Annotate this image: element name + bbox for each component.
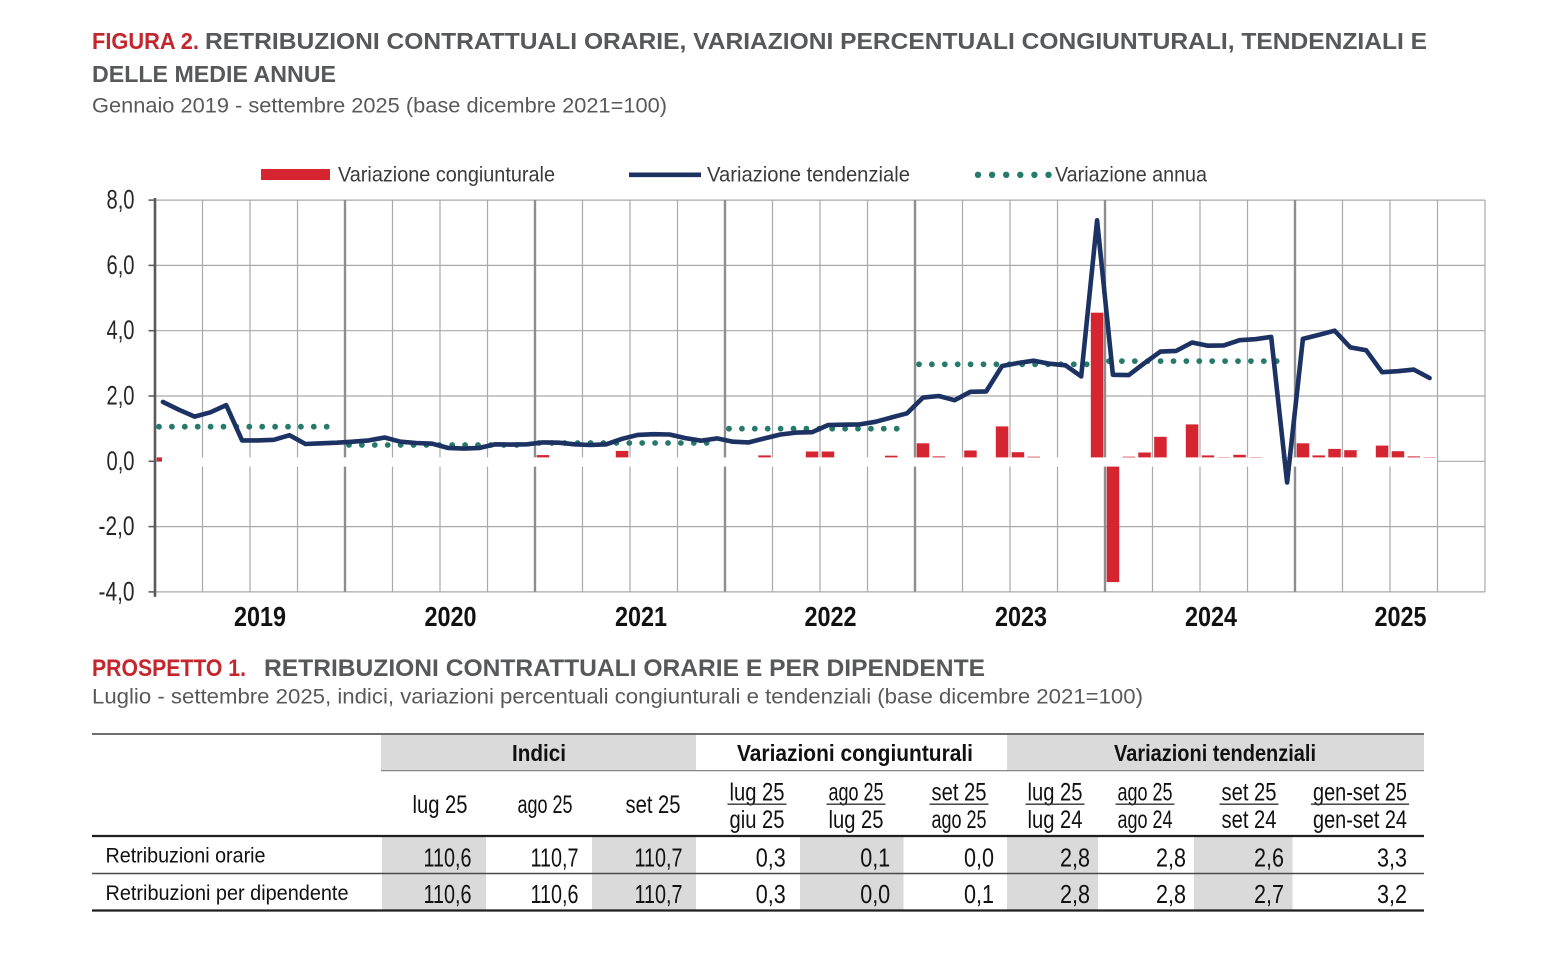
svg-text:2,0: 2,0 [107, 381, 135, 411]
svg-text:giu 25: giu 25 [730, 806, 785, 834]
svg-text:PROSPETTO 1.: PROSPETTO 1. [92, 655, 246, 682]
svg-text:2024: 2024 [1185, 601, 1237, 632]
svg-text:Retribuzioni per dipendente: Retribuzioni per dipendente [106, 882, 349, 905]
svg-text:lug 24: lug 24 [1028, 806, 1083, 834]
svg-text:DELLE MEDIE ANNUE: DELLE MEDIE ANNUE [92, 61, 336, 87]
svg-text:lug 25: lug 25 [413, 791, 468, 819]
svg-text:2,7: 2,7 [1254, 881, 1284, 909]
svg-text:lug 25: lug 25 [730, 779, 785, 807]
svg-text:2,8: 2,8 [1156, 881, 1186, 909]
svg-text:110,7: 110,7 [635, 845, 683, 873]
svg-text:4,0: 4,0 [107, 315, 135, 345]
svg-text:2022: 2022 [805, 601, 857, 632]
svg-text:Gennaio 2019 - settembre 2025: Gennaio 2019 - settembre 2025 (base dice… [92, 94, 667, 118]
svg-text:RETRIBUZIONI CONTRATTUALI ORAR: RETRIBUZIONI CONTRATTUALI ORARIE, VARIAZ… [205, 28, 1427, 54]
svg-text:2025: 2025 [1375, 601, 1427, 632]
svg-text:110,7: 110,7 [635, 881, 683, 909]
svg-text:ago 24: ago 24 [1118, 806, 1173, 834]
svg-text:Variazione congiunturale: Variazione congiunturale [338, 163, 555, 187]
svg-text:2021: 2021 [615, 601, 667, 632]
svg-text:lug 25: lug 25 [1028, 779, 1083, 807]
svg-text:lug 25: lug 25 [829, 806, 884, 834]
svg-text:set 25: set 25 [1222, 779, 1277, 807]
svg-text:2,8: 2,8 [1156, 845, 1186, 873]
svg-text:110,6: 110,6 [424, 881, 472, 909]
svg-text:110,6: 110,6 [531, 881, 579, 909]
svg-text:ago 25: ago 25 [932, 806, 987, 834]
svg-text:110,6: 110,6 [424, 845, 472, 873]
svg-text:0,0: 0,0 [107, 446, 135, 476]
svg-text:Variazione tendenziale: Variazione tendenziale [707, 163, 910, 187]
svg-text:ago 25: ago 25 [518, 791, 573, 819]
svg-text:FIGURA 2.: FIGURA 2. [92, 28, 199, 54]
svg-text:8,0: 8,0 [107, 185, 135, 215]
svg-text:Variazioni congiunturali: Variazioni congiunturali [737, 740, 973, 766]
svg-text:2023: 2023 [995, 601, 1047, 632]
svg-text:set 24: set 24 [1222, 806, 1277, 834]
svg-text:0,3: 0,3 [756, 845, 786, 873]
svg-text:Variazione annua: Variazione annua [1055, 163, 1207, 187]
svg-text:-2,0: -2,0 [99, 511, 135, 541]
svg-text:0,1: 0,1 [964, 881, 994, 909]
svg-text:Variazioni tendenziali: Variazioni tendenziali [1114, 740, 1316, 766]
svg-text:-4,0: -4,0 [99, 576, 135, 606]
svg-text:set 25: set 25 [932, 779, 987, 807]
svg-text:2019: 2019 [234, 601, 286, 632]
svg-text:2,6: 2,6 [1254, 845, 1284, 873]
svg-text:Luglio - settembre 2025, indic: Luglio - settembre 2025, indici, variazi… [92, 685, 1143, 709]
svg-text:ago 25: ago 25 [829, 779, 884, 807]
svg-text:0,1: 0,1 [860, 845, 890, 873]
svg-text:3,2: 3,2 [1377, 881, 1407, 909]
svg-text:Retribuzioni orarie: Retribuzioni orarie [106, 845, 266, 868]
svg-text:gen-set 24: gen-set 24 [1313, 806, 1407, 834]
svg-text:0,0: 0,0 [860, 881, 890, 909]
svg-text:gen-set 25: gen-set 25 [1313, 779, 1407, 807]
svg-text:Indici: Indici [512, 740, 566, 766]
svg-text:ago 25: ago 25 [1118, 779, 1173, 807]
svg-text:set 25: set 25 [626, 791, 681, 819]
svg-text:RETRIBUZIONI CONTRATTUALI ORAR: RETRIBUZIONI CONTRATTUALI ORARIE E PER D… [264, 655, 985, 682]
svg-text:2,8: 2,8 [1060, 845, 1090, 873]
svg-text:0,3: 0,3 [756, 881, 786, 909]
svg-text:110,7: 110,7 [531, 845, 579, 873]
svg-text:0,0: 0,0 [964, 845, 994, 873]
svg-text:6,0: 6,0 [107, 250, 135, 280]
svg-text:3,3: 3,3 [1377, 845, 1407, 873]
svg-text:2,8: 2,8 [1060, 881, 1090, 909]
svg-text:2020: 2020 [425, 601, 477, 632]
